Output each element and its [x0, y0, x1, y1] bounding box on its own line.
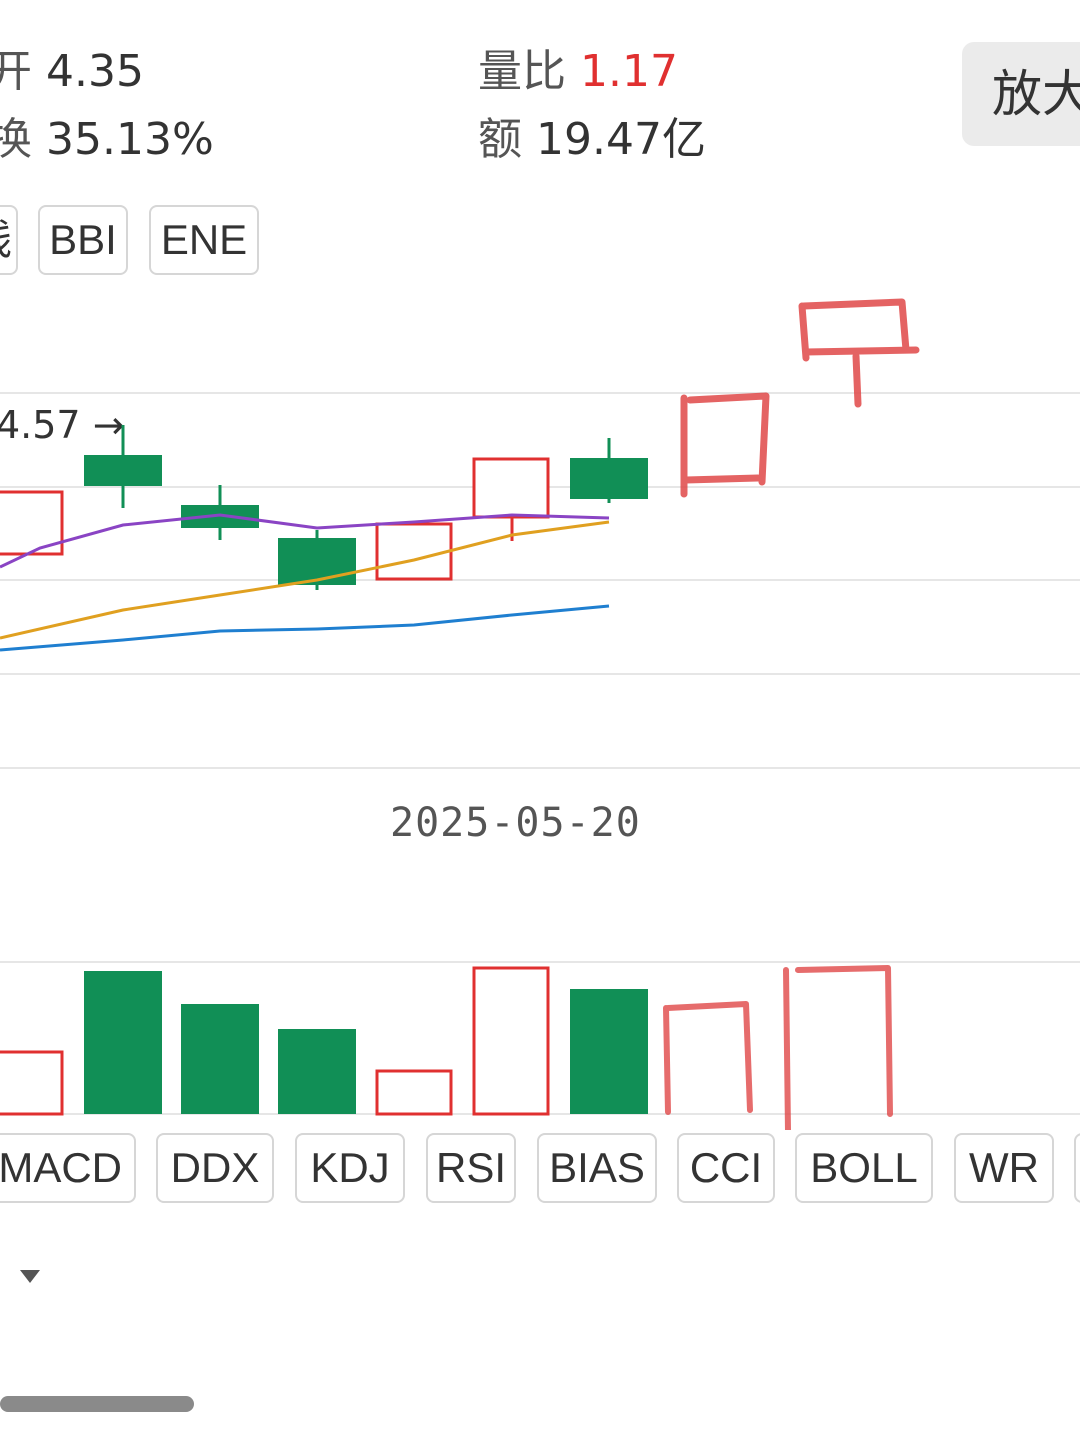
zoom-button[interactable]: 放大: [962, 42, 1080, 146]
overlay-tab-ene[interactable]: ENE: [149, 205, 259, 275]
indicator-tab-macd[interactable]: MACD: [0, 1133, 136, 1203]
horizontal-scrollbar[interactable]: [0, 1396, 194, 1412]
volume-bars: [0, 966, 648, 1116]
indicator-tab-ddx[interactable]: DDX: [156, 1133, 274, 1203]
hand-drawn-candle-1: [680, 392, 770, 498]
ma-line-blue: [0, 604, 610, 652]
indicator-tab-wr[interactable]: WR: [954, 1133, 1054, 1203]
indicator-tab-cci[interactable]: CCI: [677, 1133, 775, 1203]
dropdown-arrow-icon[interactable]: [20, 1270, 40, 1283]
volume-ratio-value: 1.17: [580, 46, 678, 97]
overlay-tab-bbi[interactable]: BBI: [38, 205, 128, 275]
volume-bar-7: [570, 989, 648, 1114]
volume-bar-2: [84, 971, 162, 1114]
turnover-value: 35.13%: [46, 114, 214, 165]
candle-2: [84, 425, 162, 508]
open-stat: 开 4.35: [0, 50, 144, 94]
amount-stat: 额 19.47亿: [478, 118, 706, 162]
date-label: 2025-05-20: [390, 800, 641, 846]
hand-drawn-volume-2: [783, 965, 893, 1130]
volume-bar-6: [472, 966, 550, 1116]
indicator-tab-boll[interactable]: BOLL: [795, 1133, 933, 1203]
open-value: 4.35: [46, 46, 144, 97]
hand-drawn-volume-1: [663, 1001, 753, 1115]
candle-7: [570, 438, 648, 503]
ma-line-purple: [0, 513, 610, 569]
turnover-stat: 换 35.13%: [0, 118, 214, 162]
volume-bar-3: [181, 1004, 259, 1114]
indicator-tab-more[interactable]: [1074, 1133, 1080, 1203]
candles: [0, 425, 648, 590]
candle-6: [472, 457, 550, 541]
indicator-tab-kdj[interactable]: KDJ: [295, 1133, 405, 1203]
candle-3: [181, 485, 259, 540]
volume-bar-5: [375, 1069, 453, 1116]
overlay-tab-line[interactable]: 线: [0, 205, 18, 275]
turnover-label: 换: [0, 114, 32, 165]
open-label: 开: [0, 46, 32, 97]
kline-chart: 4.57 →: [0, 298, 1080, 1130]
volume-bar-4: [278, 1029, 356, 1114]
ma-line-gold: [0, 520, 610, 640]
volume-bar-1: [0, 1050, 64, 1116]
volume-ratio-label: 量比: [478, 46, 566, 97]
hand-drawn-candle-2: [798, 298, 920, 408]
high-price-marker: 4.57 →: [0, 403, 125, 447]
volume-ratio-stat: 量比 1.17: [478, 50, 678, 94]
candle-5: [375, 522, 453, 581]
amount-label: 额: [478, 114, 522, 165]
candle-4: [278, 530, 356, 590]
amount-value: 19.47亿: [536, 114, 706, 165]
indicator-tab-bias[interactable]: BIAS: [537, 1133, 657, 1203]
indicator-tab-rsi[interactable]: RSI: [426, 1133, 516, 1203]
